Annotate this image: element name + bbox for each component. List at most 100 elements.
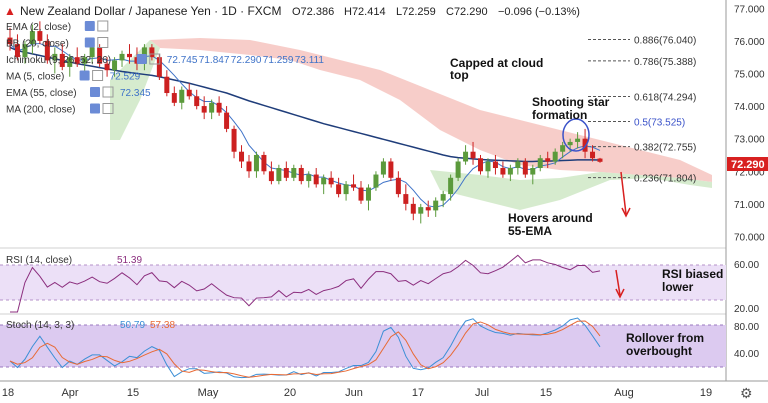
candle-body (97, 47, 103, 64)
candle-body (515, 161, 521, 169)
candle-body (14, 44, 20, 58)
candle (410, 197, 416, 221)
candle-body (455, 161, 461, 178)
chart-header: ▲ New Zealand Dollar / Japanese Yen · 1D… (4, 4, 580, 18)
candle (380, 158, 386, 178)
collapse-icon[interactable]: ▲ (4, 4, 16, 18)
candle-body (328, 177, 334, 185)
candle (552, 148, 558, 165)
indicator-label-4[interactable]: EMA (55, close) (6, 88, 77, 99)
stoch-k-value: 50.79 (120, 320, 145, 331)
candle-body (321, 177, 327, 185)
candle (597, 157, 603, 163)
gear-icon[interactable]: ⚙ (740, 385, 753, 401)
candle (44, 34, 50, 64)
indicator-value: 71.847 (199, 55, 230, 66)
candle-body (440, 194, 446, 201)
price-tick-label: 74.000 (734, 102, 765, 113)
candle-body (552, 151, 558, 162)
candle (582, 128, 588, 159)
candle-body (365, 187, 371, 201)
candle (224, 106, 230, 133)
time-tick-label: Jul (475, 387, 489, 399)
eye-icon (79, 70, 90, 81)
ma5-line (9, 42, 601, 208)
indicator-label-2[interactable]: Ichimoku (9, 26, 52, 26) (6, 55, 111, 66)
candle-body (463, 151, 469, 162)
fib-label-4: 0.382(72.755) (634, 143, 696, 154)
candle (261, 151, 267, 175)
indicator-value: 71.259 (263, 55, 294, 66)
candle-body (373, 174, 379, 188)
settings-icon (97, 37, 109, 48)
candle-body (52, 53, 58, 61)
candle (388, 158, 394, 182)
annotation-stoch: Rollover from overbought (626, 331, 704, 358)
indicator-label-0[interactable]: EMA (2, close) (6, 22, 71, 33)
candle (104, 57, 110, 77)
price-arrow (620, 171, 627, 215)
eye-icon (136, 54, 147, 64)
candle (306, 171, 312, 188)
time-tick-label: 19 (700, 387, 712, 399)
candle (14, 34, 20, 61)
candle-body (126, 53, 132, 58)
candle-body (89, 47, 95, 58)
stoch-label[interactable]: Stoch (14, 3, 3) (6, 320, 74, 331)
candle (470, 141, 476, 165)
time-axis[interactable]: 18 Apr 15 May 20 Jun 17 Jul 15 Aug 19 (2, 387, 712, 399)
candle (7, 27, 13, 51)
indicator-legend: EMA (2, close) BB (20, close) Ichimoku (9,… (6, 20, 324, 116)
candle-body (44, 40, 50, 61)
candle-body (239, 151, 245, 162)
candle (29, 24, 35, 54)
candle (37, 21, 43, 45)
fib-label-5: 0.236(71.804) (634, 174, 696, 185)
rsi-line (10, 254, 601, 313)
price-arrow-head (621, 207, 631, 218)
price-tick-label: 71.000 (734, 200, 765, 211)
cloud-green-area-2 (430, 170, 712, 210)
candle (52, 47, 58, 74)
indicator-value: 72.290 (231, 55, 262, 66)
indicator-value: 72.529 (110, 72, 141, 83)
candle-body (82, 57, 88, 64)
time-tick-label: May (198, 387, 219, 399)
cloud-green-area-1 (110, 40, 160, 140)
candle-body (507, 168, 513, 175)
candle (298, 164, 304, 185)
oscillator-axis: 60.00 20.00 80.00 40.00 (734, 260, 759, 360)
candle-body (522, 161, 528, 175)
stoch-band-fill (0, 325, 726, 367)
stoch-d-line (9, 320, 601, 378)
candle-body (291, 168, 297, 178)
candle-body (575, 138, 581, 142)
candle (365, 184, 371, 211)
indicator-label-1[interactable]: BB (20, close) (6, 39, 69, 50)
indicator-label-3[interactable]: MA (5, close) (6, 72, 64, 83)
candle-body (478, 158, 484, 172)
candle-body (59, 53, 65, 67)
candle-body (156, 57, 162, 77)
price-tick-label: 76.000 (734, 37, 765, 48)
candle-body (336, 184, 342, 195)
price-tick-label: 75.000 (734, 69, 765, 80)
time-tick-label: 18 (2, 387, 14, 399)
price-axis[interactable]: 77.000 76.000 75.000 74.000 73.000 72.000 71.0… (734, 4, 765, 243)
time-tick-label: 17 (412, 387, 424, 399)
candle (246, 154, 252, 178)
candle-body (22, 44, 28, 58)
rsi-label[interactable]: RSI (14, close) (6, 255, 72, 266)
symbol-title[interactable]: New Zealand Dollar / Japanese Yen · 1D ·… (20, 4, 281, 18)
time-tick-label: Jun (345, 387, 363, 399)
indicator-label-5[interactable]: MA (200, close) (6, 105, 75, 116)
candle-body (149, 47, 155, 58)
candle (530, 164, 536, 185)
rsi-band-fill (0, 265, 726, 300)
candle (418, 203, 424, 224)
candle (336, 177, 342, 198)
candle (112, 57, 118, 77)
stoch-d-value: 57.38 (150, 320, 175, 331)
candle (575, 132, 581, 149)
candle (448, 174, 454, 201)
